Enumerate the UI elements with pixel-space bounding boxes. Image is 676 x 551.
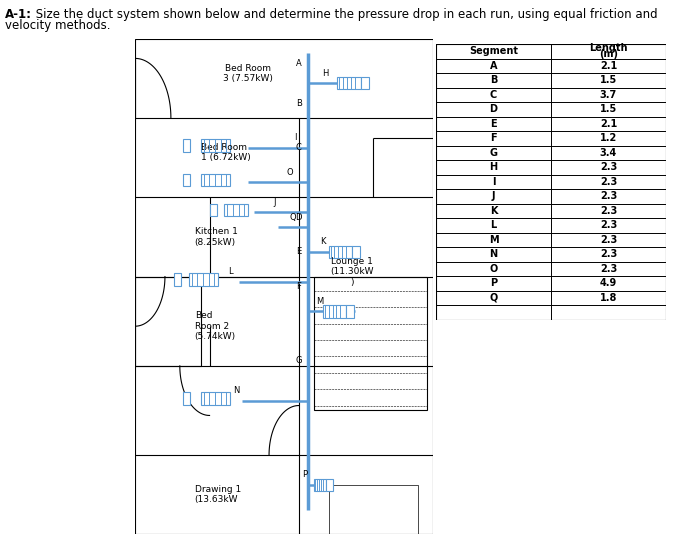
Text: L: L (228, 267, 233, 276)
Text: (m): (m) (599, 49, 618, 59)
Text: Bed
Room 2
(5.74kW): Bed Room 2 (5.74kW) (195, 311, 236, 341)
Text: D: D (295, 213, 302, 222)
Text: P: P (490, 278, 497, 288)
Bar (329, 485, 418, 534)
Bar (329, 246, 352, 258)
Text: 3.7: 3.7 (600, 90, 617, 100)
Text: B: B (490, 75, 497, 85)
Bar (201, 174, 231, 186)
Text: D: D (489, 104, 498, 114)
Text: 1.5: 1.5 (600, 75, 617, 85)
Text: O: O (489, 264, 498, 274)
Bar (337, 77, 361, 89)
Text: Kitchen 1
(8.25kW): Kitchen 1 (8.25kW) (195, 227, 237, 247)
Text: H: H (489, 163, 498, 172)
Text: 2.3: 2.3 (600, 264, 617, 274)
Text: M: M (489, 235, 498, 245)
Text: J: J (491, 191, 496, 201)
Text: B: B (296, 99, 301, 107)
Text: velocity methods.: velocity methods. (5, 19, 111, 33)
Text: A: A (489, 61, 498, 71)
Text: 1.2: 1.2 (600, 133, 617, 143)
Text: I: I (491, 177, 496, 187)
Text: P: P (302, 471, 308, 479)
Bar (326, 479, 333, 491)
Bar (201, 392, 231, 404)
Text: A-1:: A-1: (5, 8, 32, 21)
Bar (314, 479, 326, 491)
Bar (322, 305, 346, 317)
Text: 3.4: 3.4 (600, 148, 617, 158)
Text: 2.3: 2.3 (600, 220, 617, 230)
Text: M: M (316, 297, 323, 306)
Text: Size the duct system shown below and determine the pressure drop in each run, us: Size the duct system shown below and det… (32, 8, 658, 21)
Bar (361, 77, 368, 89)
Bar (346, 305, 354, 317)
Text: Segment: Segment (469, 46, 518, 56)
Text: Lounge 1
(11.30kW
): Lounge 1 (11.30kW ) (331, 257, 374, 287)
Text: 2.3: 2.3 (600, 250, 617, 260)
Text: C: C (490, 90, 497, 100)
Bar (210, 204, 217, 216)
Text: G: G (295, 356, 302, 365)
Text: 2.3: 2.3 (600, 235, 617, 245)
Text: 2.1: 2.1 (600, 119, 617, 129)
Bar (201, 139, 231, 152)
Text: G: G (489, 148, 498, 158)
Text: Bed Room
3 (7.57kW): Bed Room 3 (7.57kW) (223, 63, 273, 83)
Text: L: L (490, 220, 497, 230)
Text: A: A (296, 59, 301, 68)
Text: E: E (296, 247, 301, 256)
Text: Length: Length (589, 44, 627, 53)
Bar (352, 246, 360, 258)
Text: F: F (490, 133, 497, 143)
Bar (183, 392, 190, 404)
Text: 2.1: 2.1 (600, 61, 617, 71)
Text: 1.8: 1.8 (600, 293, 617, 303)
Text: Bed Room
1 (6.72kW): Bed Room 1 (6.72kW) (201, 143, 250, 163)
Text: C: C (296, 143, 301, 152)
Bar (224, 204, 248, 216)
Text: 1.5: 1.5 (600, 104, 617, 114)
Text: 2.3: 2.3 (600, 206, 617, 216)
Text: Drawing 1
(13.63kW: Drawing 1 (13.63kW (195, 485, 241, 505)
Bar (183, 174, 190, 186)
Text: K: K (320, 237, 325, 246)
Text: J: J (274, 198, 276, 207)
Text: 4.9: 4.9 (600, 278, 617, 288)
Bar (189, 273, 218, 285)
Bar (314, 277, 427, 410)
Text: Q: Q (489, 293, 498, 303)
Text: Q: Q (289, 213, 296, 222)
Text: E: E (490, 119, 497, 129)
Bar (135, 277, 201, 366)
Text: I: I (295, 133, 297, 142)
Text: N: N (489, 250, 498, 260)
Text: H: H (322, 69, 329, 78)
Text: 2.3: 2.3 (600, 191, 617, 201)
Text: 2.3: 2.3 (600, 177, 617, 187)
Text: N: N (233, 386, 239, 395)
Bar (174, 273, 181, 285)
Text: F: F (296, 282, 301, 291)
Text: 2.3: 2.3 (600, 163, 617, 172)
Bar (183, 139, 190, 152)
Text: O: O (287, 168, 293, 177)
Text: K: K (489, 206, 498, 216)
